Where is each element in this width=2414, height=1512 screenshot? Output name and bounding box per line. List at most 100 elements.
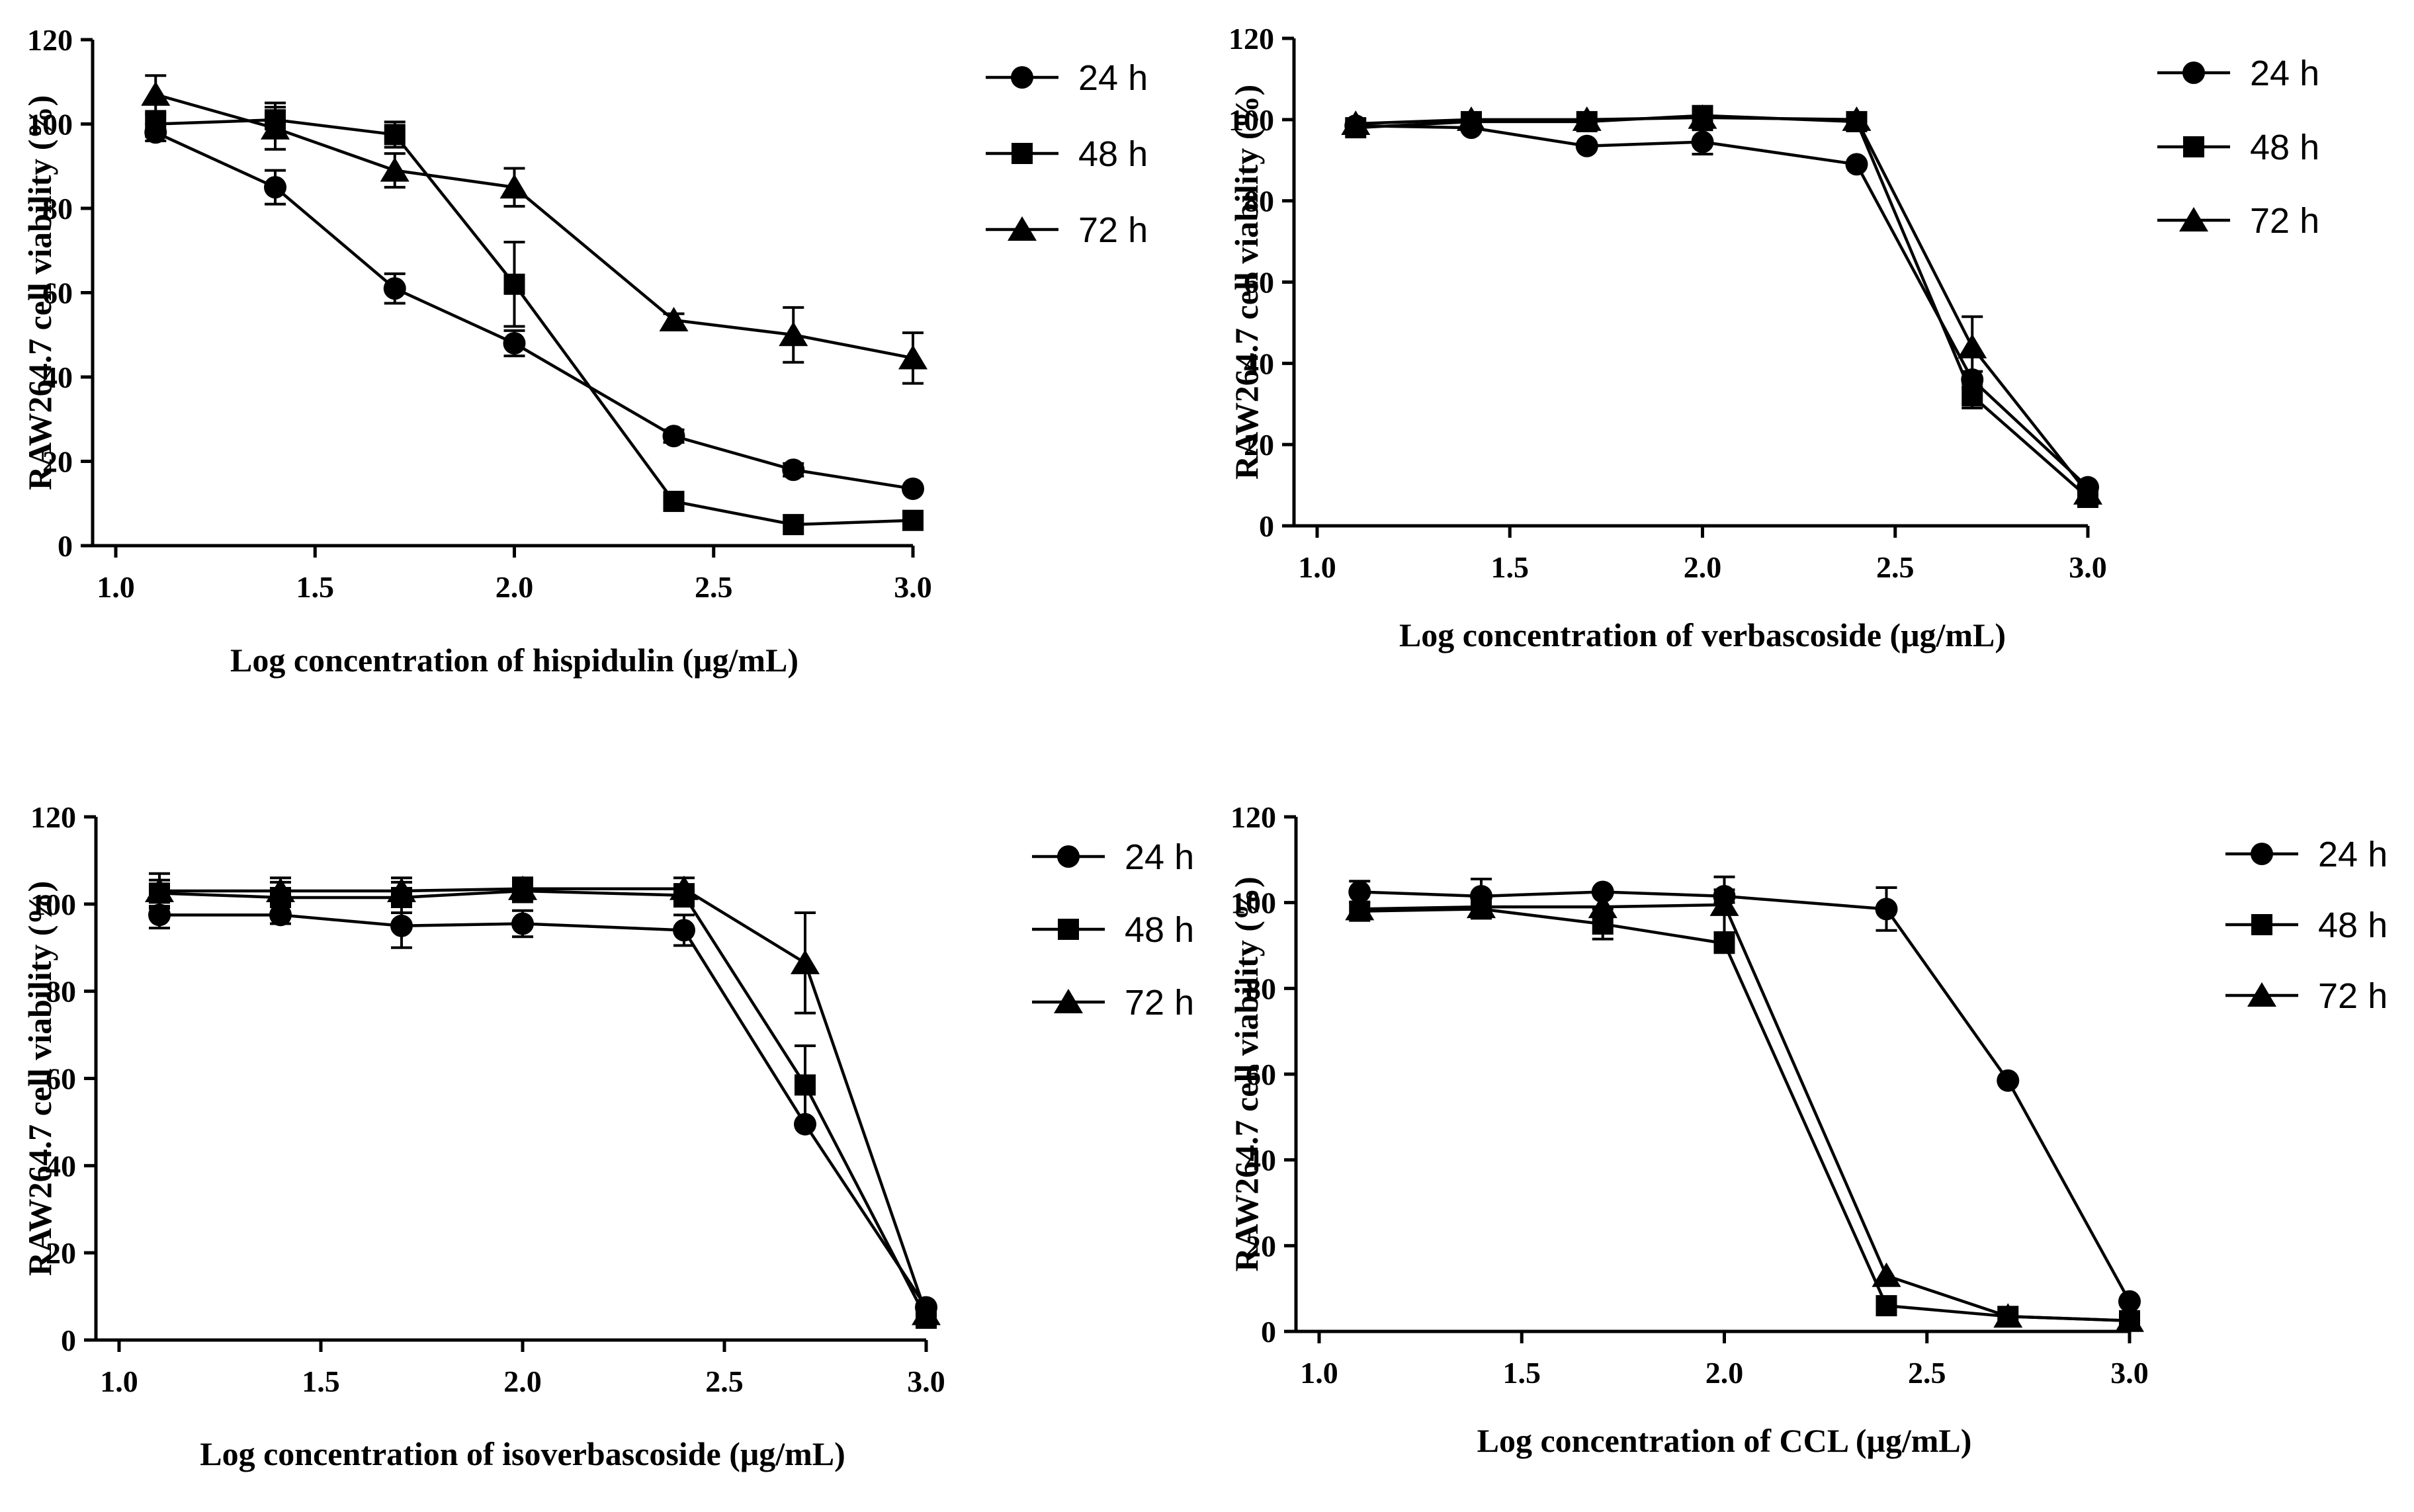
data-point-square [663,491,685,513]
y-tick-label: 120 [1229,22,1274,56]
series-72h-verbascoside [1341,104,2102,505]
x-tick-label: 2.5 [1876,550,1915,584]
data-point-triangle [1572,106,1602,131]
y-tick-label: 0 [61,1323,76,1357]
x-tick-label: 1.0 [1298,550,1336,584]
series-24h-ccl [1348,878,2141,1313]
data-point-square [795,1074,816,1096]
series-line [1356,116,2089,495]
series-line [159,887,928,1315]
x-tick-label: 2.5 [1908,1356,1946,1390]
x-tick-label: 2.5 [695,570,733,604]
legend-label: 24 h [1125,837,1194,877]
y-tick-label: 40 [1246,1144,1276,1177]
legend-marker-triangle [2247,982,2276,1007]
chart-svg-ccl: 0 20 40 60 80 100 120 1.0 1.5 2.0 2.5 3.0 Log concen… [1228,800,2388,1459]
data-point-triangle [1958,333,1987,358]
x-tick-label: 3.0 [2069,550,2107,584]
data-point-circle [673,919,695,942]
data-point-triangle [2073,480,2102,505]
legend-label: 72 h [2250,201,2319,241]
data-point-circle [1875,898,1898,921]
legend-label: 72 h [2318,976,2388,1016]
legend-marker-square [2183,136,2204,157]
series-line [1359,903,2130,1323]
data-point-circle [390,914,413,937]
y-axis-title: RAW264.7 cell viability (%) [1228,85,1265,480]
y-axis-title: RAW264.7 cell viability (%) [21,95,58,490]
data-point-triangle [1588,894,1617,919]
y-tick-label: 40 [46,1149,76,1183]
chart-panel-ccl: 0 20 40 60 80 100 120 1.0 1.5 2.0 2.5 3.0 Log concen… [1207,756,2414,1512]
x-tick-label: 1.0 [97,570,135,604]
legend-marker-circle [2182,62,2205,84]
legend-marker-triangle [1008,216,1037,241]
data-point-triangle [912,1300,941,1325]
x-tick-label: 1.5 [302,1365,340,1398]
series-line [1359,907,2130,1323]
data-point-square [902,509,924,531]
y-tick-label: 120 [30,800,76,834]
series-72h-hispidulin [141,74,927,385]
data-point-circle [1591,880,1614,903]
data-point-circle [511,912,534,935]
data-point-triangle [1993,1303,2023,1328]
y-tick-label: 120 [27,23,73,57]
series-72h-isoverbascoside [145,872,941,1325]
legend-label: 48 h [2318,905,2388,945]
data-point-triangle [1345,896,1375,921]
y-tick-label: 100 [1230,886,1276,920]
x-tick-label: 1.5 [296,570,335,604]
legend-label: 48 h [1125,910,1194,950]
data-point-circle [662,425,685,448]
data-point-triangle [669,875,699,900]
chart-panel-isoverbascoside: 0 20 40 60 80 100 120 1.0 1.5 2.0 2.5 3.0 Log concen… [0,756,1207,1512]
data-point-triangle [779,321,808,347]
y-tick-label: 60 [46,1062,76,1096]
data-point-triangle [141,81,171,106]
data-point-circle [1348,880,1371,903]
series-line [159,889,927,1320]
x-tick-label: 1.5 [1491,550,1530,584]
y-tick-label: 60 [1246,1058,1276,1091]
data-point-circle [1691,130,1714,153]
data-point-square [783,514,804,536]
data-point-triangle [659,306,689,331]
data-point-circle [902,477,924,500]
data-point-triangle [261,114,290,140]
series-48h-verbascoside [1345,105,2098,509]
data-point-circle [2118,1290,2141,1313]
y-tick-label: 100 [1229,103,1274,137]
y-tick-label: 40 [1244,347,1274,380]
x-tick-label: 3.0 [907,1365,945,1398]
legend-marker-square [2251,914,2272,935]
series-48h-ccl [1349,898,2140,1331]
series-24h-verbascoside [1344,114,2099,499]
y-tick-label: 20 [1246,1229,1276,1263]
data-point-circle [1997,1069,2020,1092]
chart-svg-verbascoside: 0 20 40 60 80 100 120 1.0 1.5 2.0 2.5 3.0 Log concen… [1228,22,2319,653]
data-point-square [145,113,167,135]
y-tick-label: 80 [1244,185,1274,218]
data-point-triangle [1467,894,1496,919]
data-point-triangle [145,878,174,903]
legend-marker-triangle [2179,207,2208,231]
series-72h-ccl [1345,875,2144,1332]
data-point-square [384,124,406,146]
series-48h-isoverbascoside [149,878,937,1329]
y-tick-label: 80 [1246,972,1276,1005]
data-point-square [1961,385,1983,407]
data-point-circle [383,277,406,300]
data-point-triangle [791,949,820,974]
legend-marker-circle [1011,66,1033,89]
data-point-triangle [499,174,529,199]
x-tick-label: 3.0 [2110,1356,2149,1390]
legend-label: 24 h [2250,54,2319,93]
data-point-circle [503,332,526,355]
y-tick-label: 120 [1230,800,1276,834]
legend-label: 72 h [1078,210,1148,250]
y-tick-label: 20 [42,445,73,479]
y-tick-label: 0 [58,529,73,563]
legend-marker-triangle [1054,989,1083,1013]
y-tick-label: 0 [1259,509,1274,543]
